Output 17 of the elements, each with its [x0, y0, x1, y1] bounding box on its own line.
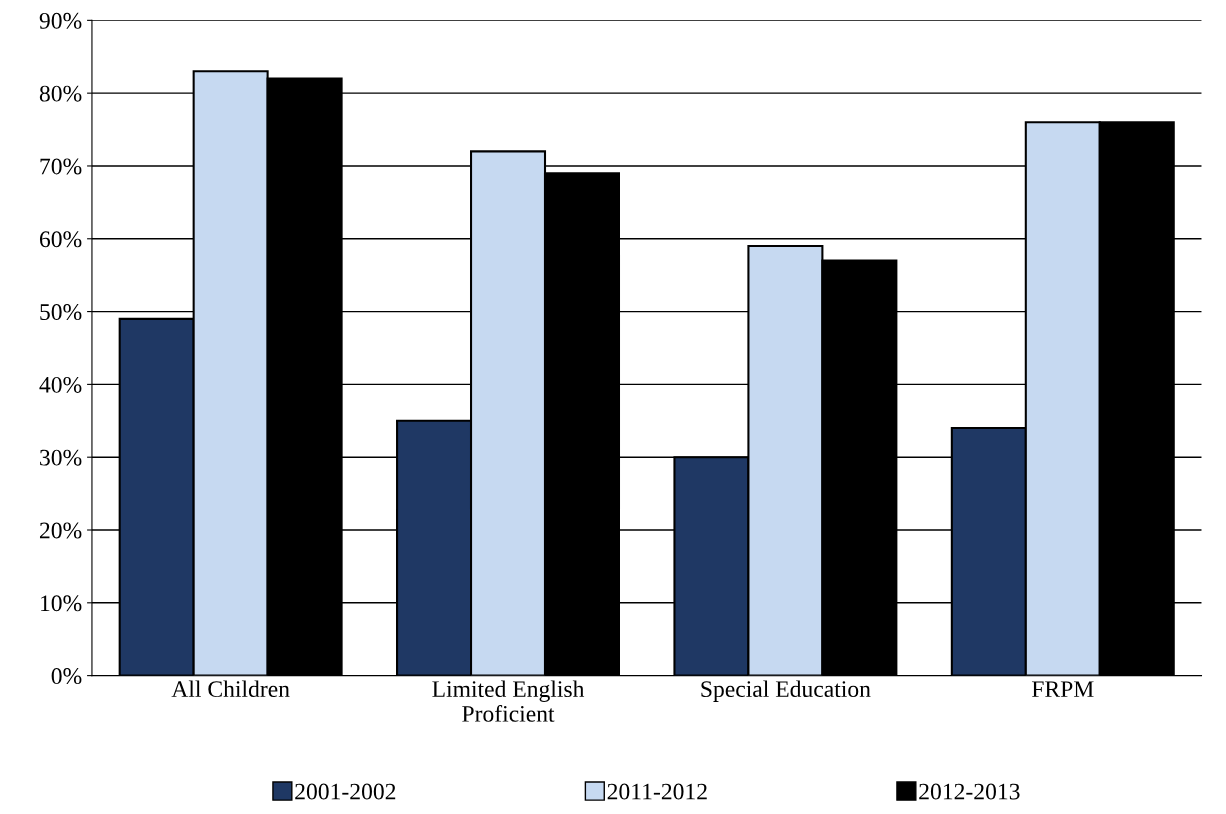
y-tick-label: 60% [39, 231, 82, 248]
y-tick-label: 30% [40, 449, 82, 466]
y-tick-label: 90% [39, 12, 82, 29]
legend-label: 2001-2002 [295, 783, 396, 800]
legend-label: 2012-2013 [919, 783, 1020, 800]
y-tick-label: 80% [39, 85, 82, 102]
y-tick-label: 10% [41, 595, 82, 612]
x-tick-label: FRPM [1031, 681, 1094, 697]
x-tick-label: Special Education [701, 680, 871, 702]
legend-label: 2011-2012 [607, 783, 707, 800]
y-tick-label: 70% [40, 158, 82, 175]
x-tick-label: All Children [171, 680, 290, 698]
x-tick-label: Limited English Proficient [432, 680, 585, 722]
y-tick-label: 50% [40, 304, 82, 321]
y-tick-label: 20% [39, 522, 82, 539]
y-tick-label: 0% [51, 668, 82, 685]
y-tick-label: 40% [39, 376, 82, 393]
